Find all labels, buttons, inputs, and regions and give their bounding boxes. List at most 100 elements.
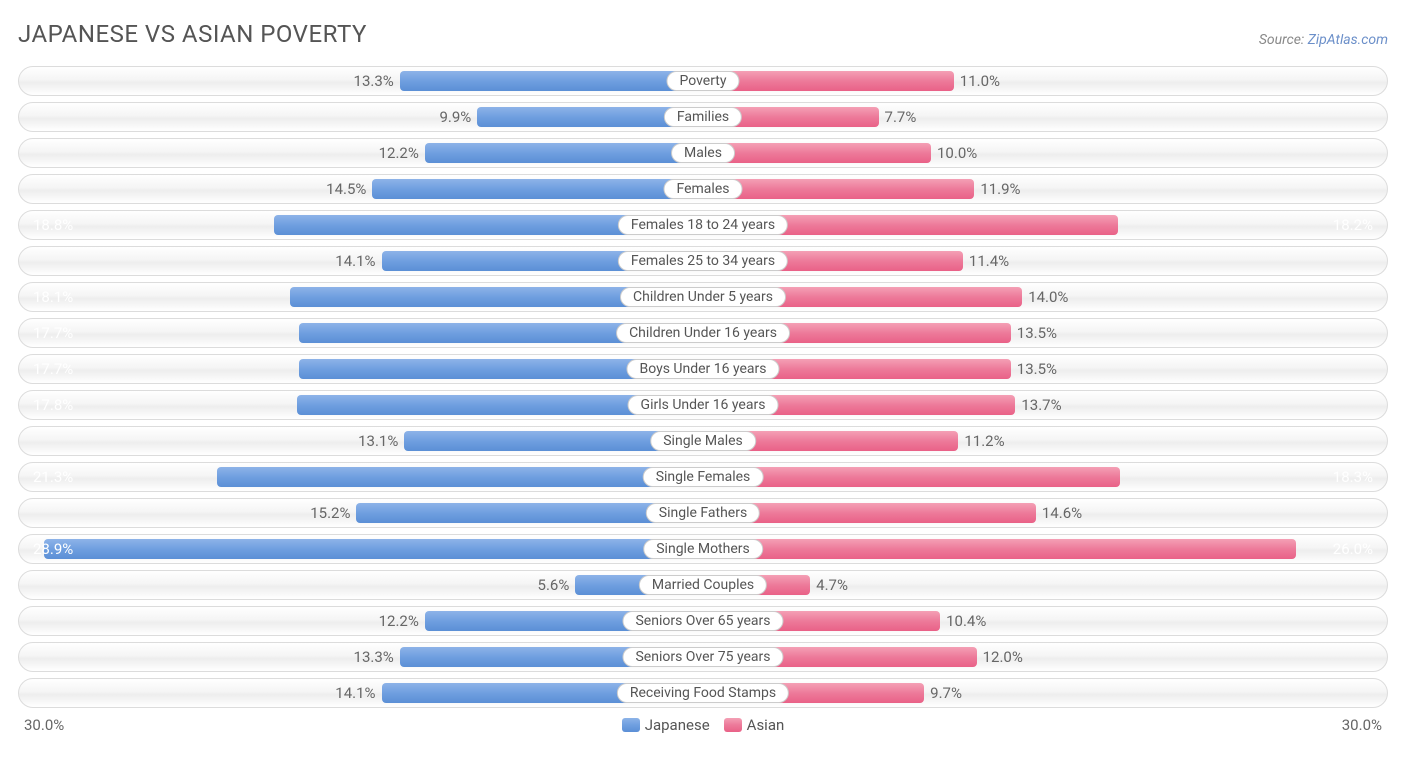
category-label: Boys Under 16 years (626, 359, 779, 379)
value-japanese: 14.5% (320, 180, 372, 198)
row-left-half: 17.7% (19, 319, 703, 347)
row-left-half: 5.6% (19, 571, 703, 599)
value-asian: 14.6% (1036, 504, 1088, 522)
category-label: Married Couples (639, 575, 767, 595)
legend-label-japanese: Japanese (645, 716, 710, 734)
value-japanese: 12.2% (373, 612, 425, 630)
value-japanese: 17.7% (23, 360, 83, 378)
chart-footer: 30.0% Japanese Asian 30.0% (18, 716, 1388, 734)
row-right-half: 14.0% (703, 283, 1387, 311)
value-japanese: 17.7% (23, 324, 83, 342)
category-label: Single Females (643, 467, 764, 487)
chart-row: 14.5% 11.9% Females (18, 174, 1388, 204)
category-label: Children Under 5 years (620, 287, 786, 307)
bar-asian (703, 179, 974, 199)
category-label: Single Fathers (646, 503, 760, 523)
diverging-bar-chart: 13.3%11.0%Poverty9.9%7.7%Families12.2%10… (18, 66, 1388, 708)
row-right-half: 9.7% (703, 679, 1387, 707)
value-asian: 4.7% (810, 576, 854, 594)
row-right-half: 14.6% (703, 499, 1387, 527)
chart-row: 13.3%11.0%Poverty (18, 66, 1388, 96)
value-japanese: 9.9% (433, 108, 477, 126)
row-left-half: 14.1% (19, 247, 703, 275)
row-left-half: 28.9% (19, 535, 703, 563)
row-right-half: 4.7% (703, 571, 1387, 599)
value-japanese: 13.3% (348, 648, 400, 666)
value-asian: 13.7% (1015, 396, 1067, 414)
bar-japanese (372, 179, 703, 199)
chart-row: 13.3% 12.0% Seniors Over 75 years (18, 642, 1388, 672)
value-japanese: 21.3% (23, 468, 83, 486)
row-left-half: 12.2% (19, 607, 703, 635)
chart-header: JAPANESE VS ASIAN POVERTY Source: ZipAtl… (18, 20, 1388, 48)
category-label: Seniors Over 65 years (622, 611, 783, 631)
bar-japanese (44, 539, 703, 559)
category-label: Girls Under 16 years (628, 395, 779, 415)
chart-title: JAPANESE VS ASIAN POVERTY (18, 20, 367, 48)
chart-row: 15.2% 14.6% Single Fathers (18, 498, 1388, 528)
category-label: Children Under 16 years (616, 323, 790, 343)
bar-asian (703, 467, 1120, 487)
row-right-half: 18.3% (703, 463, 1387, 491)
value-asian: 12.0% (977, 648, 1029, 666)
value-japanese: 13.1% (352, 432, 404, 450)
legend-item-asian: Asian (724, 716, 785, 734)
chart-row: 14.1%9.7%Receiving Food Stamps (18, 678, 1388, 708)
value-japanese: 18.1% (23, 288, 83, 306)
value-asian: 26.0% (1323, 540, 1383, 558)
row-left-half: 17.7% (19, 355, 703, 383)
chart-row: 18.1% 14.0%Children Under 5 years (18, 282, 1388, 312)
row-left-half: 12.2% (19, 139, 703, 167)
row-left-half: 21.3% (19, 463, 703, 491)
row-right-half: 13.5% (703, 319, 1387, 347)
row-left-half: 15.2% (19, 499, 703, 527)
value-japanese: 5.6% (532, 576, 576, 594)
value-asian: 11.9% (974, 180, 1026, 198)
category-label: Seniors Over 75 years (622, 647, 783, 667)
chart-row: 14.1% 11.4% Females 25 to 34 years (18, 246, 1388, 276)
value-japanese: 28.9% (23, 540, 83, 558)
chart-row: 17.7% 13.5%Boys Under 16 years (18, 354, 1388, 384)
category-label: Poverty (666, 71, 739, 91)
row-right-half: 13.7% (703, 391, 1387, 419)
value-asian: 7.7% (879, 108, 923, 126)
legend: Japanese Asian (622, 716, 785, 734)
chart-row: 5.6% 4.7% Married Couples (18, 570, 1388, 600)
chart-row: 18.8%18.2%Females 18 to 24 years (18, 210, 1388, 240)
bar-japanese (400, 71, 703, 91)
value-japanese: 14.1% (329, 252, 381, 270)
bar-asian (703, 539, 1296, 559)
category-label: Females (664, 179, 743, 199)
chart-row: 12.2%10.0%Males (18, 138, 1388, 168)
value-japanese: 12.2% (373, 144, 425, 162)
value-japanese: 14.1% (329, 684, 381, 702)
row-right-half: 11.0% (703, 67, 1387, 95)
value-asian: 10.0% (931, 144, 983, 162)
chart-row: 28.9% 26.0% Single Mothers (18, 534, 1388, 564)
category-label: Families (664, 107, 742, 127)
axis-max-right: 30.0% (1342, 716, 1382, 734)
row-left-half: 18.1% (19, 283, 703, 311)
value-asian: 11.4% (963, 252, 1015, 270)
row-right-half: 26.0% (703, 535, 1387, 563)
source-link[interactable]: ZipAtlas.com (1308, 32, 1388, 48)
row-right-half: 11.9% (703, 175, 1387, 203)
legend-swatch-asian (724, 718, 742, 732)
row-right-half: 10.4% (703, 607, 1387, 635)
chart-row: 21.3% 18.3%Single Females (18, 462, 1388, 492)
row-right-half: 11.4% (703, 247, 1387, 275)
legend-swatch-japanese (622, 718, 640, 732)
row-left-half: 17.8% (19, 391, 703, 419)
legend-item-japanese: Japanese (622, 716, 710, 734)
chart-row: 17.7% 13.5% Children Under 16 years (18, 318, 1388, 348)
category-label: Single Males (650, 431, 756, 451)
value-asian: 18.2% (1323, 216, 1383, 234)
source-prefix: Source: (1259, 32, 1308, 48)
category-label: Females 25 to 34 years (618, 251, 788, 271)
row-right-half: 18.2% (703, 211, 1387, 239)
row-left-half: 9.9% (19, 103, 703, 131)
value-asian: 13.5% (1011, 324, 1063, 342)
row-right-half: 7.7% (703, 103, 1387, 131)
category-label: Single Mothers (643, 539, 763, 559)
row-right-half: 13.5% (703, 355, 1387, 383)
